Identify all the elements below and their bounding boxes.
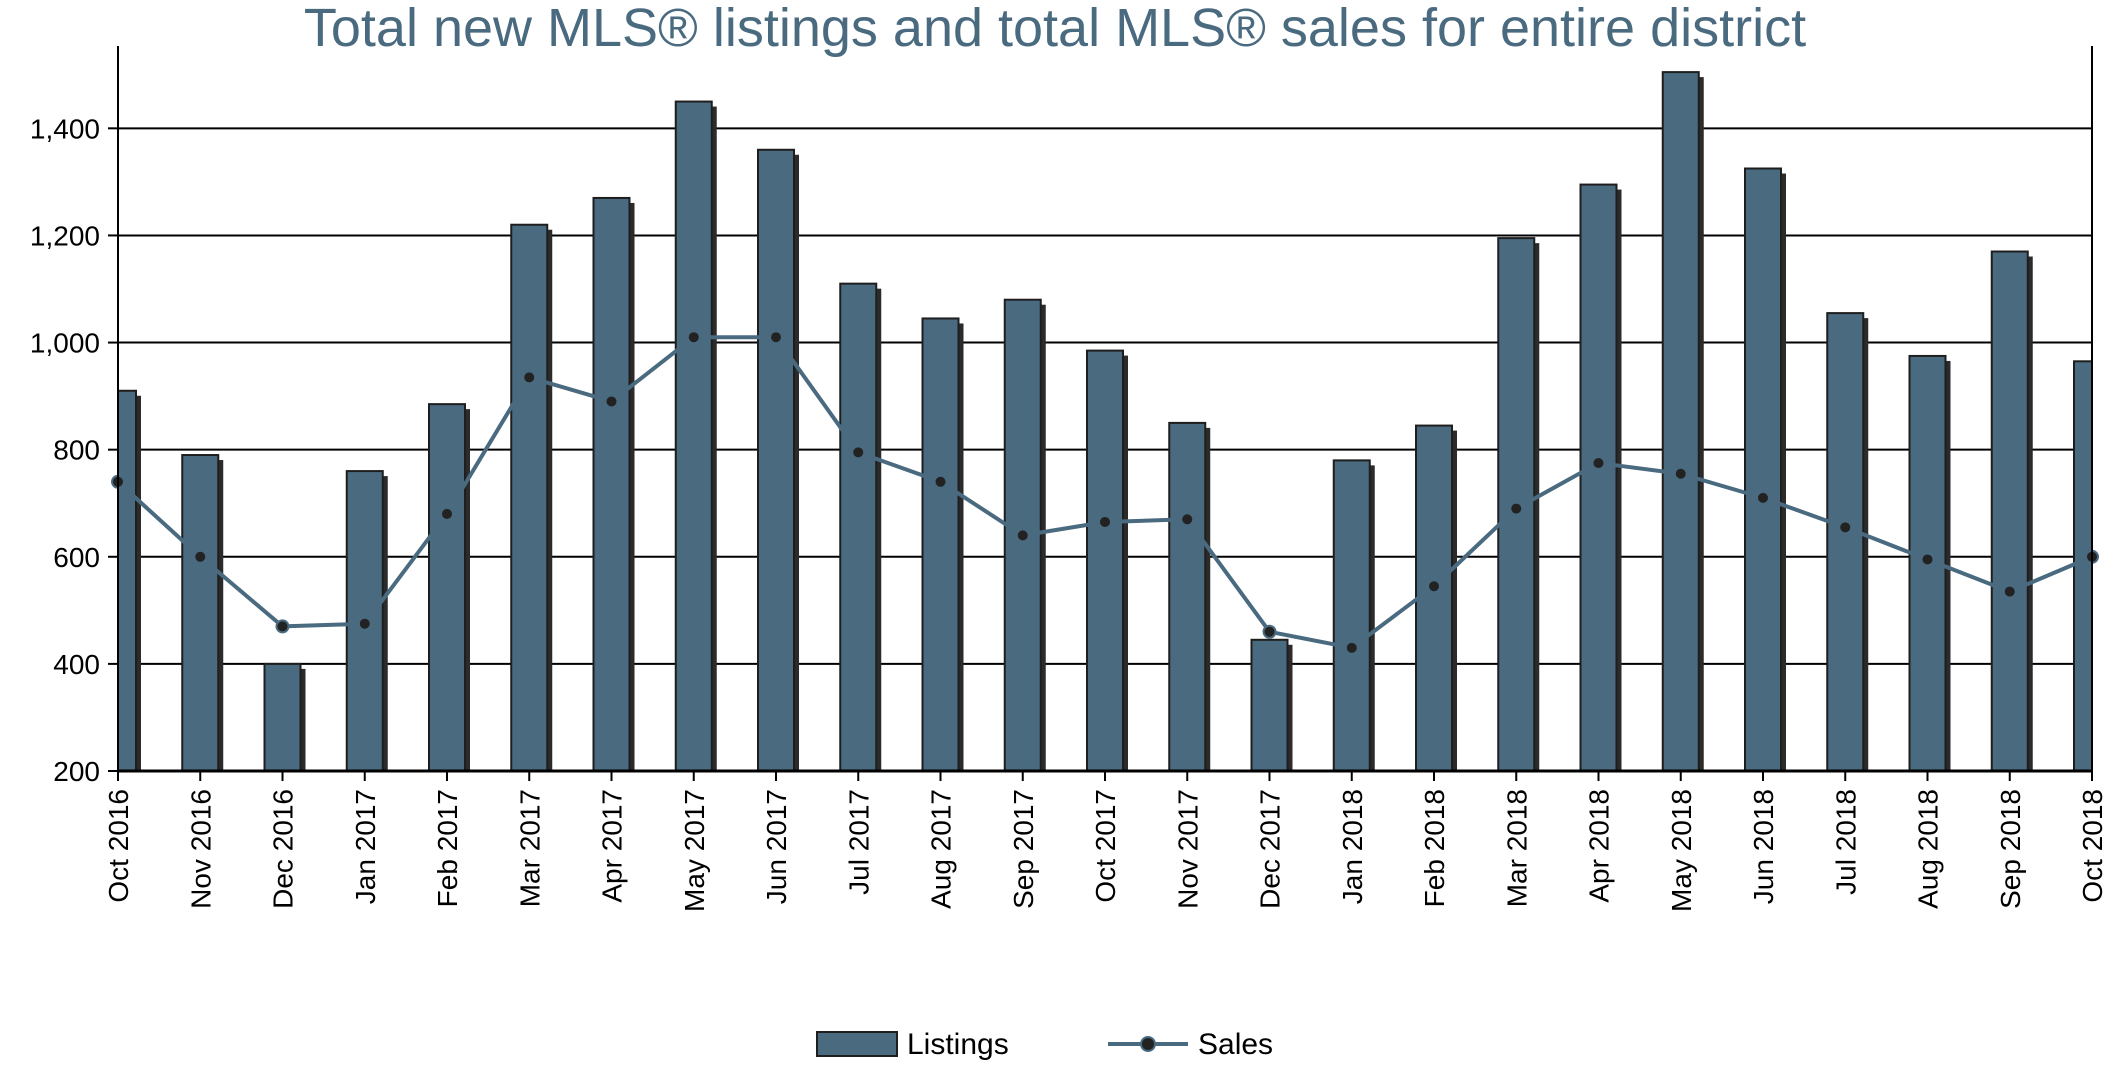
y-tick-label: 600 [53,542,100,573]
sales-point [1920,552,1935,567]
y-tick-label: 800 [53,435,100,466]
sales-point [1180,512,1195,527]
x-tick-label: Jul 2017 [843,789,874,895]
sales-point [357,616,372,631]
sales-point [1427,579,1441,594]
listings-bar [674,100,713,771]
legend-listings-label: Listings [907,1028,1009,1061]
legend-listings-swatch [816,1031,898,1057]
listings-bar [1990,250,2029,771]
y-tick-label: 1,000 [30,328,100,359]
legend-sales-marker [1140,1036,1156,1052]
x-tick-label: May 2018 [1666,789,1697,912]
x-tick-label: Jan 2017 [350,789,381,904]
chart-title: Total new MLS® listings and total MLS® s… [303,0,1807,58]
listings-bar [839,282,878,771]
legend-sales-label: Sales [1198,1028,1273,1061]
sales-point [604,394,619,409]
x-tick-label: Feb 2017 [432,789,463,907]
x-tick-label: Dec 2016 [268,789,299,909]
x-tick-labels: Oct 2016 Nov 2016 Dec 2016 Jan 2017 Feb 2017… [103,789,2108,912]
listings-bar [263,662,302,771]
legend: Listings Sales [816,1028,1273,1061]
listings-bar [921,317,960,771]
x-tick-label: Feb 2018 [1419,789,1450,907]
x-tick-label: Dec 2017 [1255,789,1286,909]
x-tick-label: Jan 2018 [1337,789,1368,904]
sales-line [111,330,2099,655]
x-tick-label: Mar 2017 [514,789,545,907]
listings-bar [1826,312,1865,771]
x-tick-label: Oct 2016 [103,789,134,903]
y-tick-label: 1,400 [30,113,100,144]
listings-bar [1332,459,1371,771]
listings-bar [181,454,220,771]
x-tick-label: Apr 2018 [1584,789,1615,903]
sales-point [1838,520,1853,535]
y-tick-labels: 200 400 600 800 1,000 1,200 1,400 [30,113,100,787]
sales-point [1344,640,1359,655]
sales-point [1262,624,1277,639]
sales-point [769,330,783,345]
sales-point [1756,490,1770,505]
listings-bar [1415,424,1453,771]
sales-point [851,445,866,460]
sales-point [2002,584,2017,599]
sales-point [1015,528,1030,543]
listings-bar [1661,71,1700,771]
x-tick-label: Mar 2018 [1501,789,1532,907]
x-tick-label: Aug 2017 [926,789,957,909]
y-tick-label: 1,200 [30,220,100,251]
listings-bar [757,148,795,771]
sales-point [1673,466,1688,481]
listings-bar [510,223,549,771]
x-tick-label: Jul 2018 [1830,789,1861,895]
sales-point [1098,514,1112,529]
x-tick-label: Jun 2017 [761,789,792,904]
listings-bar [1744,167,1782,771]
listings-bar [1168,421,1207,771]
listings-bars [118,71,2092,771]
sales-point [933,474,948,489]
x-tick-label: Oct 2018 [2077,789,2108,903]
x-tick-label: Sep 2017 [1008,789,1039,909]
x-tick-label: Apr 2017 [597,789,628,903]
listings-bar [1086,349,1124,771]
sales-point [1591,456,1606,471]
listings-bar [1579,183,1618,771]
sales-point [686,330,701,345]
axes [108,46,2093,781]
x-tick-label: Sep 2018 [1995,789,2026,909]
sales-point [522,370,537,385]
sales-point [1509,501,1524,516]
listings-bar [1250,638,1289,771]
sales-point [440,506,454,521]
listings-bar [428,403,466,771]
x-tick-label: Jun 2018 [1748,789,1779,904]
sales-point [275,619,290,634]
sales-point [193,549,208,564]
y-tick-label: 200 [53,756,100,787]
x-tick-label: Aug 2018 [1913,789,1944,909]
listings-bar [592,196,631,771]
x-tick-label: Nov 2016 [185,789,216,909]
x-tick-label: Oct 2017 [1090,789,1121,903]
y-tick-label: 400 [53,649,100,680]
x-tick-label: Nov 2017 [1172,789,1203,909]
x-tick-label: May 2017 [679,789,710,912]
